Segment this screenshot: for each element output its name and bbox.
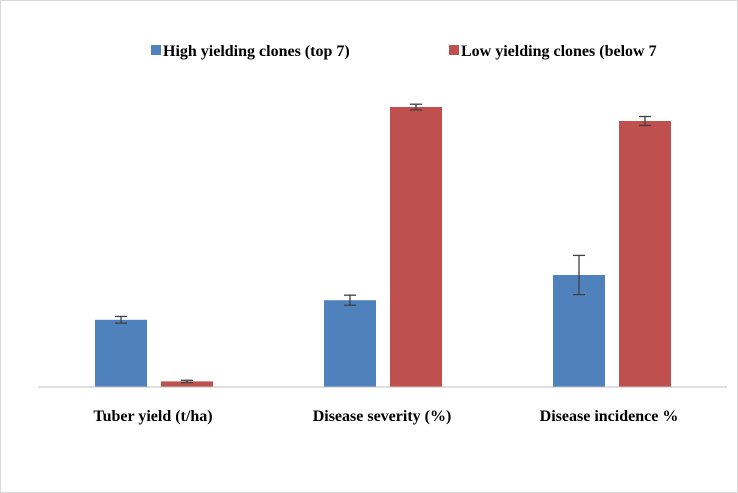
bar-high-0 — [95, 319, 147, 387]
category-labels: Tuber yield (t/ha) Disease severity (%) Di… — [93, 408, 678, 425]
error-bar-low-2 — [639, 115, 651, 127]
legend: High yielding clones (top 7) Low yielding… — [151, 43, 657, 60]
legend-label-1: Low yielding clones (below 7 — [461, 43, 657, 60]
bars — [95, 103, 671, 387]
error-bar-high-1 — [344, 294, 356, 306]
error-bar-high-0 — [115, 315, 127, 324]
bar-low-2 — [619, 121, 671, 387]
legend-swatch-1 — [449, 45, 459, 55]
category-label-0: Tuber yield (t/ha) — [93, 408, 212, 425]
category-label-2: Disease incidence % — [540, 408, 679, 425]
bar-high-1 — [324, 300, 376, 387]
category-label-1: Disease severity (%) — [313, 408, 452, 425]
error-bar-high-2 — [573, 254, 585, 296]
error-bar-low-1 — [410, 103, 422, 111]
error-bar-low-0 — [181, 379, 193, 384]
bar-low-1 — [390, 107, 442, 387]
bar-low-0 — [161, 381, 213, 387]
legend-swatch-0 — [151, 45, 161, 55]
legend-label-0: High yielding clones (top 7) — [163, 43, 350, 60]
